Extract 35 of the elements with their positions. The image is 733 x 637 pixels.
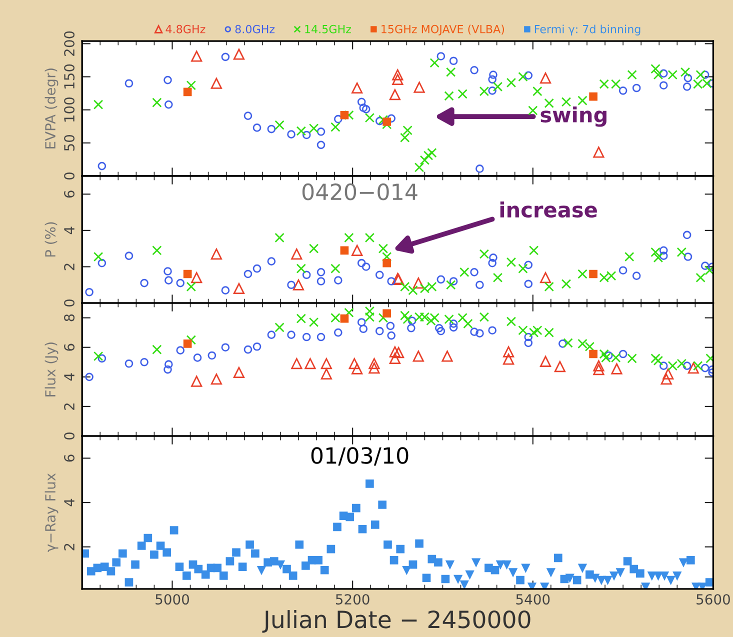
x-axis-title: Julian Date − 2450000 (262, 610, 530, 633)
y-axis-title: γ−Ray Flux (44, 473, 58, 552)
legend-label: 15GHz MOJAVE (VLBA) (382, 24, 504, 36)
annotation: 01/03/10 (311, 447, 408, 466)
y-axis-title: Flux (Jy) (44, 342, 58, 396)
y-tick-label: 0 (64, 172, 75, 180)
y-axis-title: P (%) (44, 222, 58, 257)
y-tick-label: 6 (64, 344, 75, 351)
y-tick-label: 0 (64, 432, 75, 440)
legend-label: 14.5GHz (305, 24, 351, 34)
y-tick-label: 6 (64, 190, 75, 198)
annotation: swing (540, 106, 606, 127)
y-tick-label: 4 (64, 498, 74, 506)
y-tick-label: 2 (64, 264, 74, 270)
y-tick-label: 4 (64, 373, 74, 381)
x-tick-label: 5000 (156, 594, 190, 605)
y-tick-label: 8 (64, 314, 75, 322)
y-tick-label: 2 (64, 544, 74, 550)
legend-label: 8.0GHz (235, 24, 275, 34)
y-tick-label: 6 (64, 454, 75, 462)
x-tick-label: 5600 (696, 594, 730, 605)
x-tick-label: 5400 (516, 594, 550, 605)
annotation: increase (500, 201, 597, 218)
x-tick-label: 5200 (336, 594, 370, 605)
y-tick-label: 150 (64, 64, 75, 88)
legend-label: 4.8GHz (166, 24, 206, 34)
y-tick-label: 100 (64, 98, 75, 122)
y-tick-label: 4 (64, 226, 74, 234)
y-tick-label: 200 (64, 31, 75, 56)
y-tick-label: 50 (64, 135, 75, 151)
legend-label: Fermi γ: 7d binning (534, 24, 640, 36)
y-axis-title: EVPA (degr) (44, 68, 58, 148)
y-tick-label: 0 (64, 300, 75, 307)
annotation: 0420−014 (302, 183, 418, 200)
y-tick-label: 2 (64, 403, 74, 410)
